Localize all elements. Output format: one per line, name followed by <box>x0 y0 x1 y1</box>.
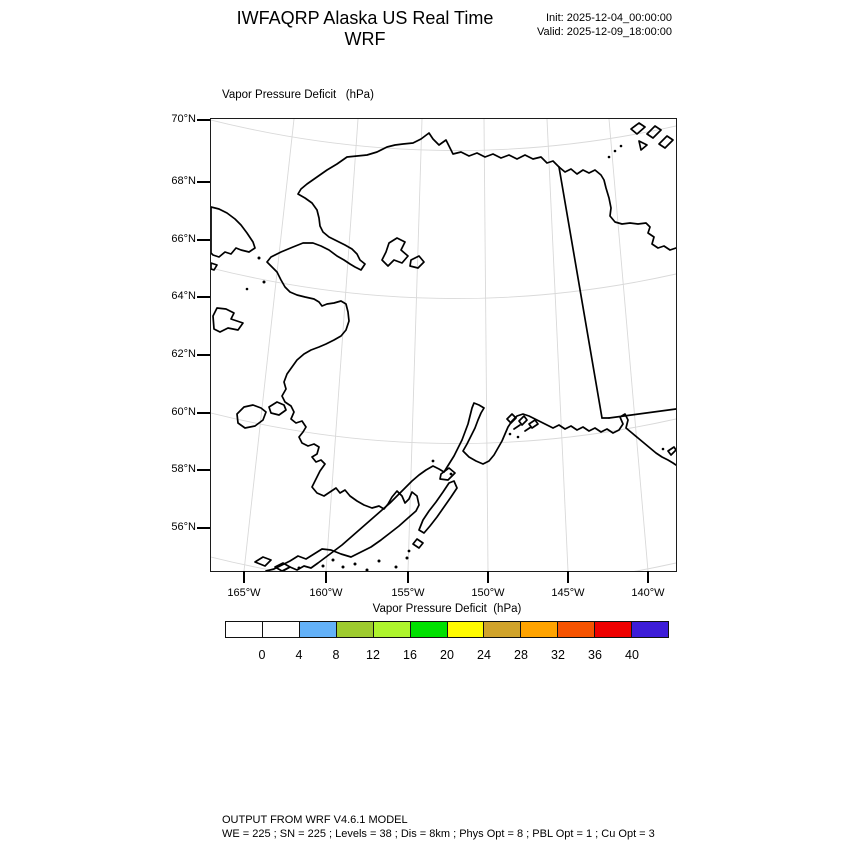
colorbar-tick-label: 32 <box>551 648 565 662</box>
colorbar-cell <box>558 622 596 637</box>
colorbar-cell <box>595 622 633 637</box>
footer-line-1: OUTPUT FROM WRF V4.6.1 MODEL <box>222 814 408 826</box>
lat-tick-label: 56°N <box>171 521 196 533</box>
island-dots <box>245 144 665 571</box>
lat-tick <box>197 296 210 298</box>
lat-tick-label: 66°N <box>171 233 196 245</box>
coastline <box>211 122 676 571</box>
colorbar-cell <box>447 622 485 637</box>
colorbar-tick-label: 16 <box>403 648 417 662</box>
lat-tick-label: 58°N <box>171 463 196 475</box>
lat-tick <box>197 412 210 414</box>
lat-tick <box>197 354 210 356</box>
colorbar-label: Vapor Pressure Deficit (hPa) <box>372 603 522 615</box>
colorbar-tick-label: 40 <box>625 648 639 662</box>
colorbar-tick-label: 28 <box>514 648 528 662</box>
lon-tick-label: 145°W <box>551 587 585 599</box>
colorbar-tick-label: 4 <box>295 648 303 662</box>
lon-tick-label: 160°W <box>309 587 343 599</box>
lat-tick <box>197 181 210 183</box>
colorbar-tick-label: 12 <box>366 648 380 662</box>
map-title: Vapor Pressure Deficit (hPa) <box>222 89 374 101</box>
lon-tick <box>647 571 649 583</box>
colorbar-cell <box>632 622 669 637</box>
colorbar-cell <box>226 622 263 637</box>
lon-tick <box>407 571 409 583</box>
colorbar-tick-label: 20 <box>440 648 454 662</box>
valid-timestamp: Valid: 2025-12-09_18:00:00 <box>537 26 672 38</box>
init-timestamp: Init: 2025-12-04_00:00:00 <box>546 12 672 24</box>
colorbar-cell <box>484 622 522 637</box>
lat-tick-label: 60°N <box>171 406 196 418</box>
lat-tick <box>197 119 210 121</box>
colorbar-tick-label: 24 <box>477 648 491 662</box>
map-frame: 70°N 68°N 66°N 64°N 62°N 60°N 58°N 56°N 165°W 160… <box>171 113 677 599</box>
colorbar-tick-label: 8 <box>332 648 340 662</box>
lat-tick-label: 70°N <box>171 113 196 125</box>
lon-tick-label: 140°W <box>631 587 665 599</box>
colorbar-cell <box>410 622 448 637</box>
colorbar-tick-label: 36 <box>588 648 602 662</box>
alaska-map <box>211 119 676 571</box>
lon-tick-label: 165°W <box>227 587 261 599</box>
lon-tick-label: 155°W <box>391 587 425 599</box>
lat-tick <box>197 239 210 241</box>
colorbar-cell <box>373 622 411 637</box>
lon-tick <box>325 571 327 583</box>
colorbar-cell <box>299 622 337 637</box>
page-title: IWFAQRP Alaska US Real Time WRF <box>236 8 494 49</box>
lat-tick <box>197 527 210 529</box>
run-timestamps: Init: 2025-12-04_00:00:00 Valid: 2025-12… <box>400 11 672 39</box>
lon-tick <box>243 571 245 583</box>
political-border <box>558 166 676 419</box>
footer-notes: OUTPUT FROM WRF V4.6.1 MODEL WE = 225 ; … <box>222 814 655 841</box>
colorbar <box>225 621 669 638</box>
colorbar-cell <box>336 622 374 637</box>
colorbar-cell <box>262 622 300 637</box>
lat-tick-label: 68°N <box>171 175 196 187</box>
lon-tick <box>487 571 489 583</box>
lat-tick-label: 62°N <box>171 348 196 360</box>
lat-tick <box>197 469 210 471</box>
lon-tick-label: 150°W <box>471 587 505 599</box>
colorbar-cell <box>521 622 559 637</box>
lat-tick-label: 64°N <box>171 290 196 302</box>
footer-line-2: WE = 225 ; SN = 225 ; Levels = 38 ; Dis … <box>222 827 655 840</box>
colorbar-tick-label: 0 <box>258 648 266 662</box>
lon-tick <box>567 571 569 583</box>
